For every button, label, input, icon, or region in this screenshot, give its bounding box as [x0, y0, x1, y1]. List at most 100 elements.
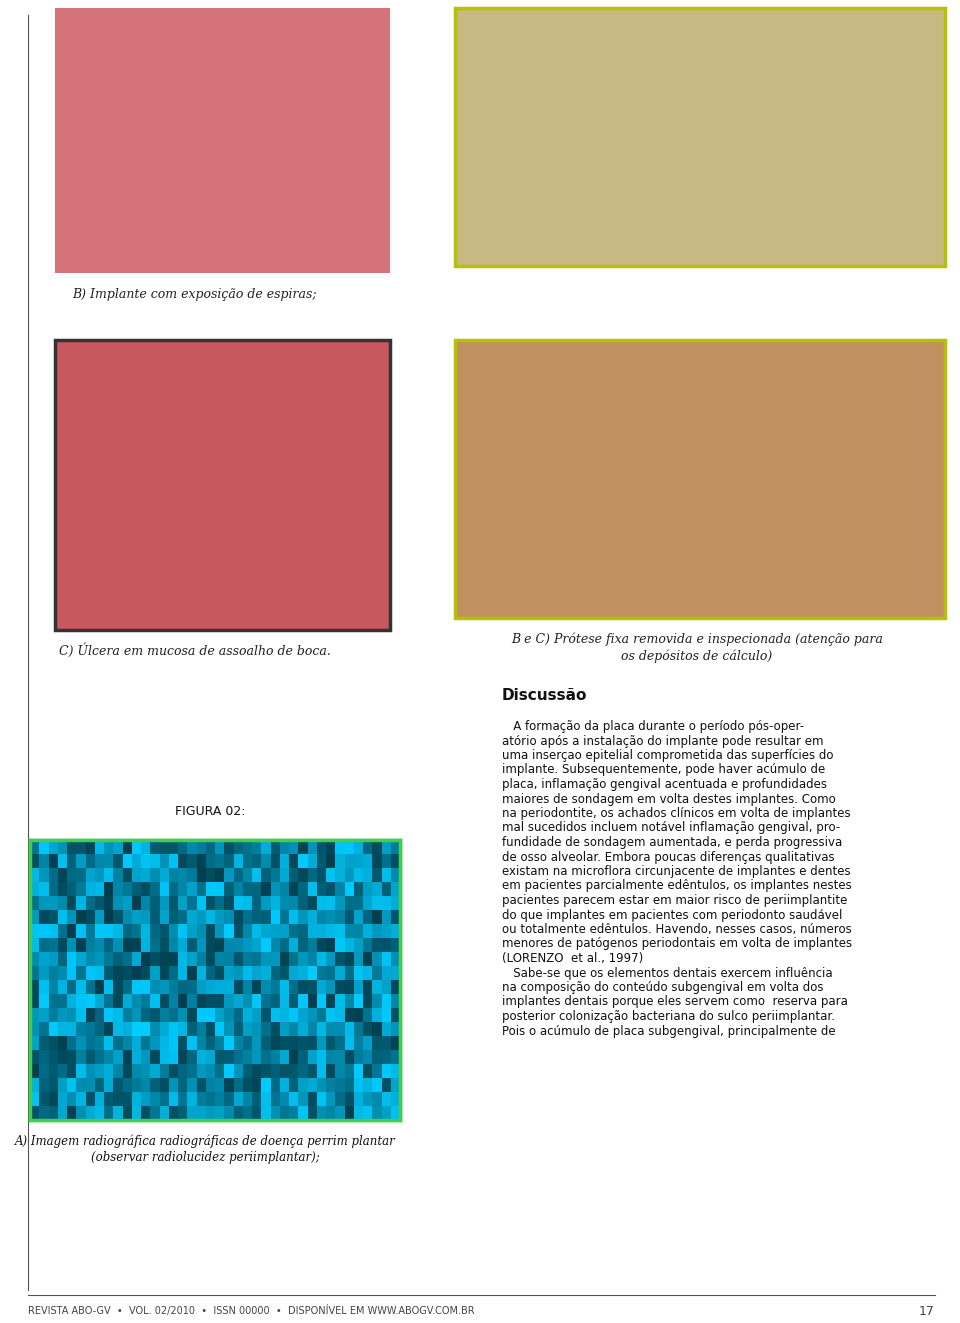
Bar: [215, 938, 225, 953]
Bar: [30, 994, 39, 1008]
Bar: [299, 1050, 307, 1064]
Bar: [197, 923, 205, 938]
Bar: [381, 1091, 391, 1106]
Bar: [307, 980, 317, 994]
Bar: [215, 1064, 225, 1078]
Bar: [132, 966, 141, 980]
Bar: [49, 896, 58, 910]
Bar: [252, 840, 261, 855]
Bar: [39, 868, 49, 882]
Bar: [335, 1008, 345, 1021]
Bar: [159, 1050, 169, 1064]
Bar: [159, 923, 169, 938]
Text: pacientes parecem estar em maior risco de periimplantite: pacientes parecem estar em maior risco d…: [502, 894, 848, 908]
Bar: [49, 910, 58, 923]
Bar: [169, 1078, 178, 1091]
Bar: [252, 855, 261, 868]
Bar: [205, 1021, 215, 1036]
Bar: [113, 1091, 123, 1106]
Bar: [30, 1078, 39, 1091]
Bar: [151, 923, 159, 938]
Bar: [326, 1021, 335, 1036]
Bar: [252, 953, 261, 966]
Bar: [49, 1091, 58, 1106]
Bar: [307, 1021, 317, 1036]
Bar: [317, 840, 326, 855]
Bar: [225, 868, 233, 882]
Bar: [233, 910, 243, 923]
Bar: [104, 1008, 113, 1021]
Bar: [187, 1091, 197, 1106]
Bar: [141, 1064, 151, 1078]
Bar: [243, 980, 252, 994]
Bar: [49, 1064, 58, 1078]
Bar: [123, 1050, 132, 1064]
Bar: [215, 966, 225, 980]
Bar: [326, 1008, 335, 1021]
Bar: [58, 994, 67, 1008]
Bar: [95, 910, 104, 923]
Bar: [289, 1008, 299, 1021]
Bar: [381, 840, 391, 855]
Bar: [363, 855, 372, 868]
Bar: [205, 938, 215, 953]
Bar: [178, 1050, 187, 1064]
Bar: [113, 966, 123, 980]
Bar: [159, 868, 169, 882]
Bar: [391, 855, 400, 868]
Bar: [289, 1106, 299, 1121]
Bar: [335, 910, 345, 923]
Bar: [243, 868, 252, 882]
Bar: [58, 953, 67, 966]
Bar: [169, 896, 178, 910]
Bar: [391, 882, 400, 896]
Bar: [345, 953, 353, 966]
Bar: [215, 980, 225, 994]
Bar: [299, 1064, 307, 1078]
Bar: [67, 868, 76, 882]
Bar: [289, 1036, 299, 1050]
Bar: [76, 1050, 85, 1064]
Bar: [233, 1091, 243, 1106]
Bar: [372, 1050, 381, 1064]
Bar: [289, 1078, 299, 1091]
Bar: [113, 868, 123, 882]
Bar: [169, 1050, 178, 1064]
Bar: [372, 882, 381, 896]
Bar: [187, 910, 197, 923]
Bar: [299, 882, 307, 896]
Bar: [261, 1106, 271, 1121]
Bar: [76, 868, 85, 882]
Bar: [372, 910, 381, 923]
Bar: [233, 882, 243, 896]
Bar: [317, 923, 326, 938]
Bar: [391, 1008, 400, 1021]
Bar: [391, 923, 400, 938]
Bar: [252, 994, 261, 1008]
Bar: [279, 1008, 289, 1021]
Bar: [151, 882, 159, 896]
Bar: [159, 1106, 169, 1121]
Bar: [391, 1106, 400, 1121]
Bar: [381, 953, 391, 966]
Bar: [178, 896, 187, 910]
Bar: [307, 1106, 317, 1121]
Bar: [95, 868, 104, 882]
Bar: [225, 923, 233, 938]
Bar: [113, 923, 123, 938]
Text: maiores de sondagem em volta destes implantes. Como: maiores de sondagem em volta destes impl…: [502, 792, 836, 806]
Bar: [141, 1036, 151, 1050]
Bar: [123, 966, 132, 980]
Bar: [169, 1008, 178, 1021]
Bar: [151, 1064, 159, 1078]
Bar: [261, 1078, 271, 1091]
Bar: [233, 840, 243, 855]
Bar: [271, 1078, 279, 1091]
Bar: [30, 910, 39, 923]
Bar: [299, 938, 307, 953]
Bar: [49, 994, 58, 1008]
Bar: [271, 938, 279, 953]
Bar: [307, 868, 317, 882]
Bar: [252, 966, 261, 980]
Bar: [455, 340, 945, 618]
